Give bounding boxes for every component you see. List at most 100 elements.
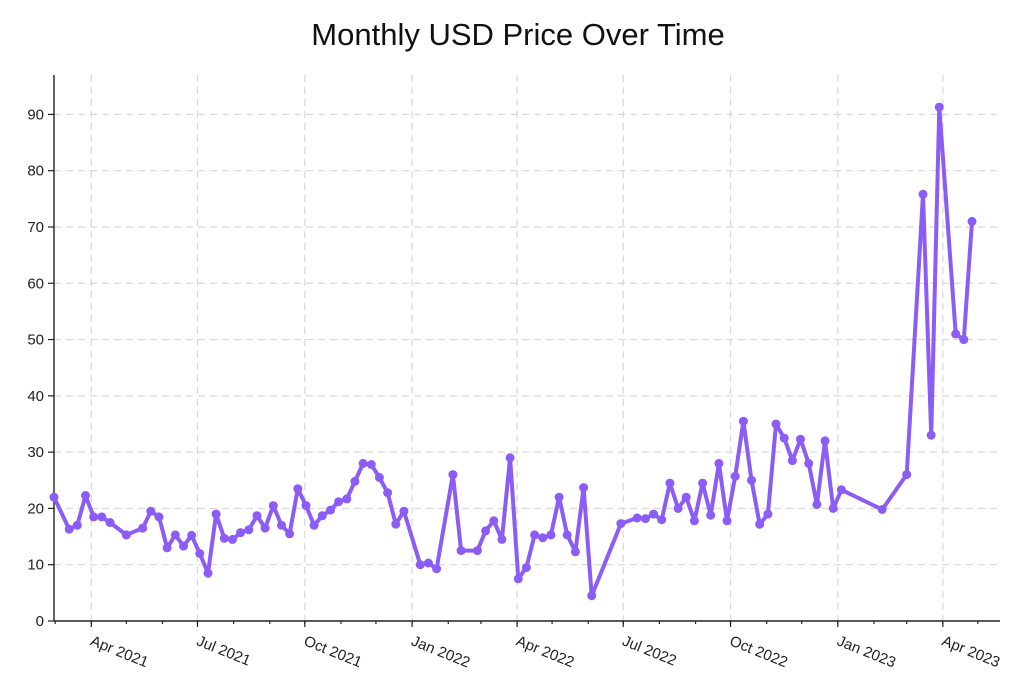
data-point xyxy=(309,520,319,530)
data-point xyxy=(97,512,107,522)
x-tick-label: Apr 2022 xyxy=(514,633,577,672)
data-point xyxy=(902,470,912,480)
data-point xyxy=(326,505,335,515)
y-tick-label: 70 xyxy=(27,219,44,236)
data-point xyxy=(448,470,458,480)
data-point xyxy=(665,478,675,488)
series-line xyxy=(52,105,974,598)
data-point xyxy=(570,547,580,557)
data-point xyxy=(203,568,213,578)
data-point xyxy=(546,530,556,540)
data-point xyxy=(252,511,262,521)
data-point xyxy=(804,458,814,468)
data-point xyxy=(681,492,691,502)
data-point xyxy=(521,563,531,572)
y-tick-label: 90 xyxy=(27,106,44,123)
data-point xyxy=(219,533,229,543)
data-point xyxy=(154,512,164,522)
y-tick-label: 10 xyxy=(27,557,44,574)
y-tick-label: 30 xyxy=(27,444,44,461)
data-point xyxy=(342,494,352,504)
data-point xyxy=(698,478,708,488)
data-point xyxy=(415,560,425,570)
data-point xyxy=(820,436,830,446)
data-point xyxy=(967,216,977,226)
data-point xyxy=(121,530,131,540)
data-point xyxy=(423,558,433,568)
data-point xyxy=(657,515,667,525)
y-tick-label: 40 xyxy=(27,388,44,405)
data-point xyxy=(505,453,515,463)
data-point xyxy=(706,510,716,520)
x-tick-label: Oct 2021 xyxy=(301,633,364,672)
data-point xyxy=(236,528,246,538)
data-point xyxy=(771,419,781,429)
data-point xyxy=(562,530,572,540)
data-point xyxy=(260,523,270,533)
data-point xyxy=(926,430,936,440)
data-point xyxy=(481,526,491,536)
x-tick-label: Apr 2023 xyxy=(939,633,1002,672)
axes: 0 10 20 30 40 50 60 70 80 90 Apr 2021 Jul 2021 Oct 2… xyxy=(27,75,1002,671)
data-point xyxy=(244,525,254,535)
data-point xyxy=(146,506,156,516)
data-point xyxy=(787,456,797,466)
data-point xyxy=(616,519,626,529)
data-point xyxy=(170,530,180,540)
data-point xyxy=(358,458,368,468)
data-point xyxy=(836,485,846,495)
data-point xyxy=(649,509,659,519)
chart-title: Monthly USD Price Over Time xyxy=(311,17,724,52)
data-point xyxy=(632,513,642,523)
x-tick-label: Apr 2021 xyxy=(88,633,151,672)
data-point xyxy=(513,574,523,584)
data-point xyxy=(640,514,650,524)
data-point xyxy=(959,335,969,345)
data-point xyxy=(554,492,564,502)
x-tick-label: Jul 2022 xyxy=(620,633,679,670)
data-point xyxy=(579,483,589,493)
data-point xyxy=(366,460,376,469)
y-tick-label: 80 xyxy=(27,163,44,180)
data-point xyxy=(301,501,311,511)
data-point xyxy=(530,530,540,540)
data-point xyxy=(138,523,148,533)
x-tick-label: Jul 2021 xyxy=(194,633,253,670)
data-point xyxy=(277,520,286,530)
y-tick-label: 20 xyxy=(27,500,44,517)
data-point xyxy=(72,520,82,530)
data-point xyxy=(211,509,221,519)
data-point xyxy=(187,530,197,540)
data-point xyxy=(472,546,482,556)
data-point xyxy=(195,549,205,558)
data-point xyxy=(64,524,74,534)
data-point xyxy=(587,591,597,601)
series xyxy=(49,102,977,601)
data-point xyxy=(951,329,961,339)
data-point xyxy=(285,529,295,539)
data-point xyxy=(763,509,773,519)
data-point xyxy=(722,516,732,526)
x-tick-label: Jan 2022 xyxy=(409,633,473,672)
x-tick-label: Oct 2022 xyxy=(727,633,790,672)
data-point xyxy=(456,546,466,556)
data-point xyxy=(538,533,548,543)
data-point xyxy=(179,541,188,551)
data-point xyxy=(918,189,928,199)
data-point xyxy=(828,503,838,513)
data-point xyxy=(334,497,344,507)
y-tick-label: 50 xyxy=(27,332,44,349)
data-point xyxy=(432,564,442,574)
data-point xyxy=(81,491,90,500)
x-tick-label: Jan 2023 xyxy=(834,633,898,672)
data-point xyxy=(228,534,237,544)
data-point xyxy=(779,433,789,443)
data-point xyxy=(755,519,765,529)
data-point xyxy=(317,511,327,521)
data-point xyxy=(689,516,699,526)
data-point xyxy=(105,518,115,527)
data-point xyxy=(497,534,507,544)
y-tick-label: 60 xyxy=(27,275,44,292)
